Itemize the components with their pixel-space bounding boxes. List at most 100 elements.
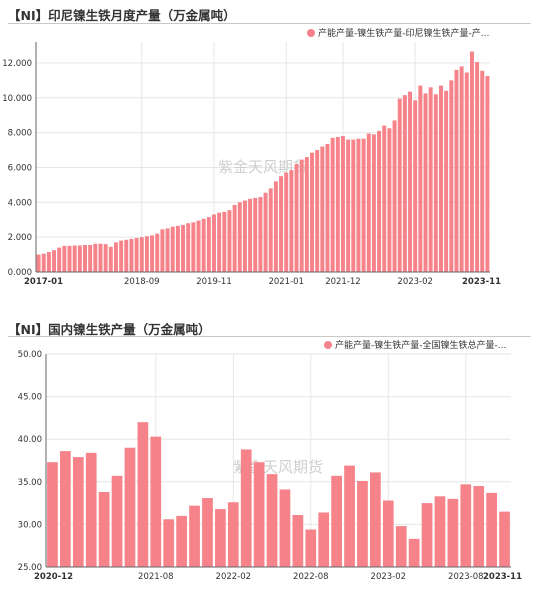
chart2-legend[interactable]: 产能产量-镍生铁产量-全国镍生铁总产量-... [324, 338, 506, 351]
chart2-bar[interactable] [163, 519, 175, 567]
chart1-bar[interactable] [248, 198, 253, 272]
chart2-bar[interactable] [72, 457, 84, 567]
chart1-bar[interactable] [134, 238, 139, 272]
chart1-bar[interactable] [150, 235, 155, 272]
chart1-bar[interactable] [253, 197, 258, 272]
chart2-bar[interactable] [227, 502, 239, 567]
chart1-bar[interactable] [83, 244, 87, 272]
chart1-bar[interactable] [46, 251, 51, 272]
chart1-bar[interactable] [57, 247, 62, 272]
chart1-bar[interactable] [387, 128, 392, 272]
chart1-bar[interactable] [227, 210, 232, 272]
chart2-bar[interactable] [240, 449, 252, 567]
chart1-bar[interactable] [304, 157, 309, 272]
chart1-bar[interactable] [449, 80, 454, 272]
chart2-bar[interactable] [137, 422, 149, 567]
chart2-bar[interactable] [460, 484, 472, 567]
chart1-bar[interactable] [139, 237, 144, 272]
chart1-bar[interactable] [93, 243, 98, 272]
chart1-bar[interactable] [232, 204, 237, 272]
chart2-bar[interactable] [98, 492, 110, 567]
chart1-bar[interactable] [397, 98, 402, 272]
chart1-bar[interactable] [113, 242, 118, 272]
chart1-bar[interactable] [88, 244, 93, 272]
chart2-bar[interactable] [395, 526, 407, 567]
chart1-bar[interactable] [485, 75, 490, 273]
chart1-bar[interactable] [242, 200, 247, 272]
chart1-bar[interactable] [315, 150, 320, 272]
chart1-bar[interactable] [299, 159, 304, 272]
chart1-bar[interactable] [413, 100, 418, 272]
chart2-bar[interactable] [85, 452, 97, 567]
chart2-bar[interactable] [344, 465, 355, 567]
chart1-bar[interactable] [119, 240, 124, 272]
chart1-bar[interactable] [72, 245, 77, 272]
chart1-bar[interactable] [340, 136, 345, 272]
chart1-bar[interactable] [77, 245, 82, 272]
chart2-bar[interactable] [408, 538, 420, 567]
chart1-bar[interactable] [351, 139, 356, 272]
chart1-bar[interactable] [325, 143, 330, 272]
chart1-bar[interactable] [237, 202, 242, 272]
chart1-bar[interactable] [212, 214, 216, 273]
chart1-bar[interactable] [144, 236, 149, 272]
chart1-bar[interactable] [428, 87, 433, 272]
chart2-bar[interactable] [292, 515, 304, 567]
chart1-bar[interactable] [444, 90, 449, 273]
chart1-bar[interactable] [377, 130, 382, 272]
chart2-bar[interactable] [111, 475, 123, 567]
chart2-bar[interactable] [434, 496, 446, 567]
chart1-bar[interactable] [464, 72, 469, 272]
chart2-bar[interactable] [421, 503, 433, 567]
chart1-bar[interactable] [402, 95, 407, 272]
chart1-bar[interactable] [346, 139, 351, 272]
chart1-bar[interactable] [320, 146, 325, 272]
chart1-bar[interactable] [165, 228, 170, 272]
chart1-bar[interactable] [52, 250, 57, 272]
chart2-bar[interactable] [47, 462, 58, 567]
chart1-bar[interactable] [418, 85, 423, 272]
chart1-bar[interactable] [279, 176, 284, 272]
chart1-bar[interactable] [206, 217, 211, 272]
chart1-bar[interactable] [366, 133, 371, 272]
chart2-bar[interactable] [60, 451, 71, 567]
chart2-bar[interactable] [318, 512, 330, 567]
chart2-bar[interactable] [124, 447, 136, 567]
chart1-bar[interactable] [382, 125, 387, 273]
chart1-bar[interactable] [258, 197, 263, 272]
chart1-bar[interactable] [170, 226, 175, 272]
chart1-bar[interactable] [268, 188, 273, 272]
chart1-bar[interactable] [439, 85, 443, 272]
chart1-bar[interactable] [186, 223, 191, 272]
chart1-bar[interactable] [129, 238, 134, 272]
chart1-bar[interactable] [371, 134, 376, 272]
chart2-bar[interactable] [305, 529, 317, 567]
chart1-bar[interactable] [423, 93, 428, 272]
chart2-bar[interactable] [486, 492, 497, 567]
chart1-bar[interactable] [98, 243, 103, 272]
chart1-bar[interactable] [41, 253, 46, 272]
chart1-bar[interactable] [294, 163, 299, 272]
chart2-bar[interactable] [370, 472, 381, 567]
chart2-bar[interactable] [447, 498, 459, 567]
chart1-bar[interactable] [160, 229, 165, 272]
chart1-bar[interactable] [433, 94, 438, 272]
chart1-bar[interactable] [155, 233, 160, 272]
chart1-bar[interactable] [361, 138, 366, 272]
chart1-bar[interactable] [181, 224, 186, 272]
chart1-bar[interactable] [284, 172, 289, 272]
chart2-bar[interactable] [202, 497, 213, 567]
chart1-bar[interactable] [392, 120, 397, 272]
chart1-bar[interactable] [335, 136, 340, 272]
chart1-bar[interactable] [36, 254, 41, 272]
chart1-bar[interactable] [454, 69, 459, 272]
chart2-bar[interactable] [382, 500, 394, 567]
chart1-bar[interactable] [191, 222, 196, 272]
chart1-bar[interactable] [222, 211, 227, 272]
chart1-bar[interactable] [475, 62, 480, 273]
chart1-bar[interactable] [469, 51, 474, 273]
chart1-bar[interactable] [408, 91, 413, 272]
chart2-bar[interactable] [176, 515, 187, 567]
chart1-bar[interactable] [62, 245, 67, 272]
chart1-bar[interactable] [196, 220, 201, 272]
